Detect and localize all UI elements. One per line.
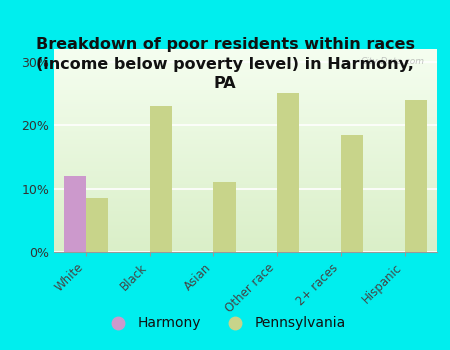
Bar [405, 100, 427, 252]
Bar [277, 93, 299, 252]
Text: Breakdown of poor residents within races
(income below poverty level) in Harmony: Breakdown of poor residents within races… [36, 37, 414, 91]
Bar [149, 106, 172, 252]
Legend: Harmony, Pennsylvania: Harmony, Pennsylvania [98, 311, 352, 336]
Bar [341, 135, 363, 252]
Bar [86, 198, 108, 252]
Bar [213, 182, 236, 252]
Text: City-Data.com: City-Data.com [361, 57, 425, 66]
Bar [63, 176, 86, 252]
